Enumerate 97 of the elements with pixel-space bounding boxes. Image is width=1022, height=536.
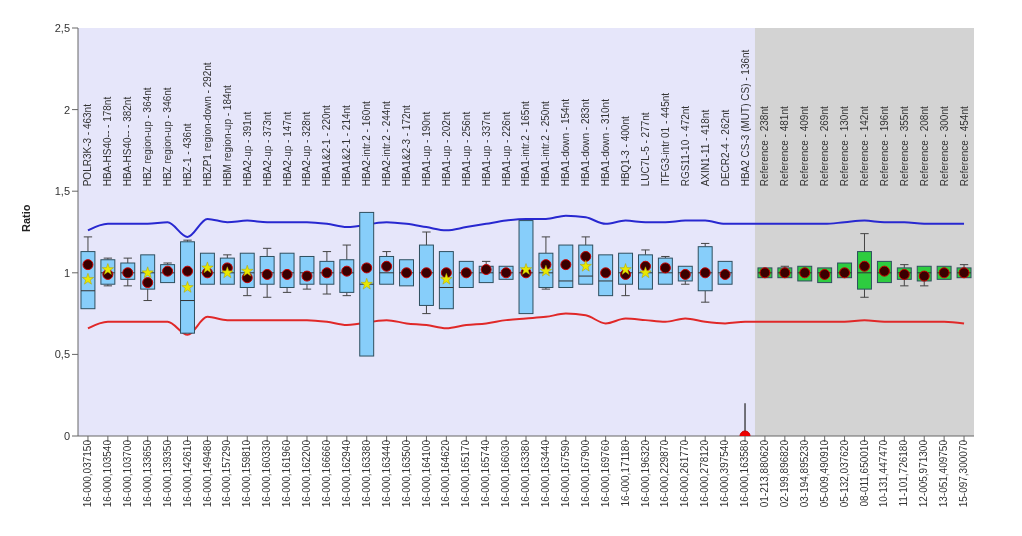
annotation: HBA1-down - 310nt — [600, 98, 612, 187]
x-tick-label: 01-213,880620 — [759, 439, 771, 508]
x-tick-label: 16-000,165740 — [480, 439, 492, 508]
x-tick-label: 16-000,163500 — [400, 439, 412, 508]
x-tick-label: 05-009,490910 — [818, 439, 830, 508]
x-tick-label: 02-199,896820 — [778, 439, 790, 508]
annotation: HBA2-intr.2 - 160nt — [361, 101, 373, 187]
x-tick-label: 16-000,163380 — [360, 439, 372, 508]
x-tick-label: 11-101,726180 — [898, 439, 910, 507]
x-tick-label: 16-000,142610 — [181, 439, 193, 508]
x-tick-label: 16-000,139350 — [161, 439, 173, 508]
x-tick-label: 15-097,300070 — [958, 439, 970, 508]
x-tick-label: 16-000,171180 — [619, 439, 631, 507]
x-tick-label: 16-000,165170 — [460, 439, 472, 508]
annotation: Reference - 208nt — [918, 106, 930, 187]
x-tick-label: 16-000,169760 — [599, 439, 611, 508]
annotation: HBA1-down - 283nt — [580, 98, 592, 187]
annotation: Reference - 454nt — [958, 106, 970, 187]
x-tick-label: 16-000,159810 — [241, 439, 253, 508]
annotation: DECR2-4 - 262nt — [719, 109, 731, 187]
x-tick-label: 16-000,164100 — [420, 439, 432, 508]
annotation: ITFG3-intr 01 - 445nt — [659, 92, 671, 187]
x-tick-label: 03-194,895230 — [798, 439, 810, 508]
x-tick-label: 16-000,157290 — [221, 439, 233, 508]
annotation: HBA2 CS-3 (MUT) CS) - 136nt — [739, 49, 751, 187]
annotation: HBZ-1 - 436nt — [182, 123, 194, 187]
annotation: HBA1-up - 337nt — [480, 111, 492, 187]
annotation: Reference - 355nt — [898, 106, 910, 187]
annotation: Reference - 481nt — [779, 106, 791, 187]
annotation: HBA-HS40-- - 382nt — [122, 96, 134, 187]
annotation: Reference - 300nt — [938, 106, 950, 187]
y-tick-label: 1,5 — [54, 185, 70, 198]
annotation: HBZ region-up - 364nt — [142, 87, 154, 187]
annotation: HBA1-up - 202nt — [440, 111, 452, 187]
x-tick-label: 16-000,133650 — [141, 439, 153, 508]
x-tick-label: 12-005,971300 — [918, 439, 930, 508]
x-tick-label: 16-000,103700 — [121, 439, 133, 508]
annotation: HBZ region-up - 346nt — [162, 87, 174, 187]
x-tick-label: 05-132,037620 — [838, 439, 850, 508]
x-tick-label: 10-131,447470 — [878, 439, 890, 508]
annotation: RGS11-10 - 472nt — [679, 105, 691, 187]
annotation: HBA1&2-1 - 214nt — [341, 104, 353, 187]
annotation: AXIN1-11 - 418nt — [699, 109, 711, 187]
annotation: HBA1-up - 190nt — [420, 111, 432, 187]
annotation: HBA2-up - 147nt — [281, 111, 293, 187]
x-tick-label: 16-000,161960 — [281, 439, 293, 508]
y-tick-label: 1 — [63, 266, 70, 279]
x-tick-label: 16-000,196320 — [639, 439, 651, 508]
annotation: HBA1-up - 256nt — [460, 111, 472, 187]
x-tick-label: 08-011,650010 — [858, 439, 870, 507]
y-axis-title: Ratio — [19, 204, 32, 232]
x-tick-label: 16-000,162200 — [301, 439, 313, 508]
annotation: HBA2-up - 391nt — [241, 111, 253, 187]
annotation: HBA-HS40-- - 178nt — [102, 96, 114, 187]
x-tick-label: 16-000,278120 — [699, 439, 711, 508]
x-tick-label: 16-000,103540 — [101, 439, 113, 508]
x-tick-label: 16-000,229870 — [659, 439, 671, 508]
y-tick-label: 2 — [63, 103, 70, 116]
annotation: HBA2-up - 373nt — [261, 111, 273, 187]
annotation: Reference - 269nt — [819, 106, 831, 187]
x-tick-label: 16-000,149480 — [201, 439, 213, 508]
x-tick-label: 16-000,163580 — [739, 439, 751, 508]
annotation: HBA2-up - 328nt — [301, 111, 313, 187]
x-tick-label: 16-000,166030 — [500, 439, 512, 508]
annotation: HBA1&2-3 - 172nt — [401, 104, 413, 187]
annotation: Reference - 130nt — [839, 106, 851, 187]
annotation: HBZP1 region-down - 292nt — [201, 62, 213, 187]
x-tick-label: 16-000,167590 — [559, 439, 571, 508]
annotation: Reference - 238nt — [759, 106, 771, 187]
annotation: HBA1-down - 154nt — [560, 98, 572, 187]
annotation: HBA1-intr.2 - 250nt — [540, 101, 552, 187]
annotation: HBA1-up - 226nt — [500, 111, 512, 187]
x-tick-label: 16-000,261770 — [679, 439, 691, 508]
x-tick-label: 16-000,162940 — [340, 439, 352, 508]
annotation: LUC7L-5 - 277nt — [639, 112, 651, 187]
x-tick-label: 16-000,163440 — [380, 439, 392, 508]
annotation: HBA1&2-1 - 220nt — [321, 104, 333, 187]
y-tick-label: 0 — [63, 429, 70, 442]
annotation: HBA1-intr.2 - 165nt — [520, 101, 532, 187]
annotation: HBA2-intr.2 - 244nt — [381, 101, 393, 187]
y-tick-label: 2,5 — [54, 21, 70, 34]
x-tick-label: 13-051,409750 — [938, 439, 950, 508]
y-tick-label: 0,5 — [54, 348, 70, 361]
annotation: HBM region-up - 184nt — [221, 84, 233, 187]
x-tick-label: 16-000,037150 — [82, 439, 94, 508]
annotation: Reference - 142nt — [858, 106, 870, 187]
x-tick-label: 16-000,397540 — [719, 439, 731, 508]
x-tick-label: 16-000,166660 — [320, 439, 332, 508]
x-tick-label: 16-000,163380 — [520, 439, 532, 508]
annotation: POLR3K-3 - 463nt — [82, 103, 94, 187]
annotation: Reference - 409nt — [799, 106, 811, 187]
x-tick-label: 16-000,163440 — [540, 439, 552, 508]
x-tick-label: 16-000,164620 — [440, 439, 452, 508]
x-tick-label: 16-000,160330 — [261, 439, 273, 508]
annotation: Reference - 196nt — [878, 106, 890, 187]
annotation: HBQ1-3 - 400nt — [620, 116, 632, 187]
x-tick-label: 16-000,167900 — [579, 439, 591, 508]
